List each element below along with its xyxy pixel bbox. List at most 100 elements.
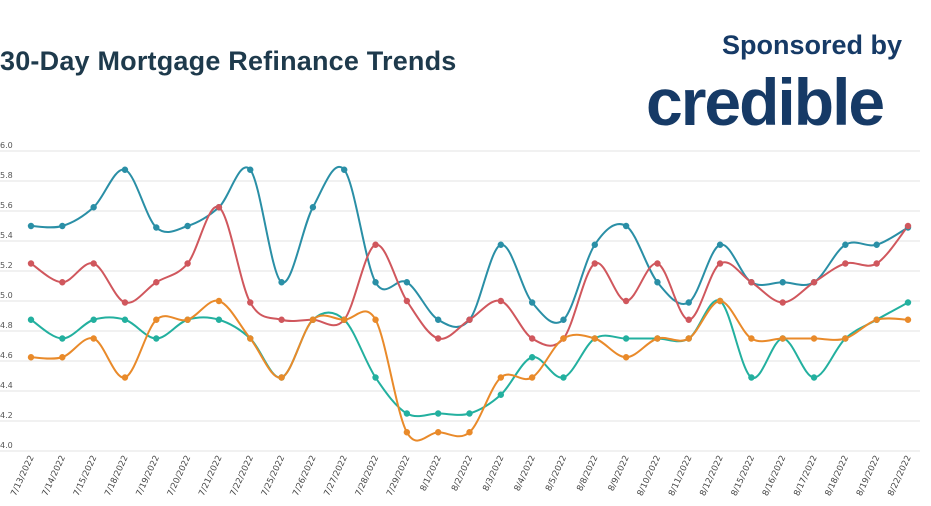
data-point [403, 297, 411, 305]
x-tick-label: 7/27/2022 [322, 454, 349, 498]
x-tick-label: 7/19/2022 [135, 454, 162, 498]
x-tick-label: 7/26/2022 [291, 454, 318, 498]
data-point [341, 316, 348, 323]
data-point [153, 316, 160, 323]
data-point [403, 279, 411, 286]
data-point [372, 316, 379, 323]
data-point [372, 374, 379, 381]
x-tick-label: 8/4/2022 [513, 454, 538, 493]
y-tick-label: 4.8 [0, 321, 13, 330]
x-tick-label: 8/3/2022 [481, 454, 506, 493]
data-point [434, 410, 442, 417]
data-point [842, 335, 849, 342]
data-point [90, 260, 97, 267]
data-point [685, 316, 692, 323]
data-point [716, 241, 724, 248]
data-point [403, 410, 411, 417]
data-point [528, 335, 536, 342]
data-point [622, 354, 630, 361]
x-tick-label: 7/29/2022 [385, 454, 412, 498]
series-line-2 [30, 206, 909, 347]
data-point [309, 204, 317, 211]
gridlines [0, 150, 920, 452]
data-point [59, 335, 66, 342]
x-tick-label: 8/16/2022 [761, 454, 788, 498]
series-points [27, 166, 912, 436]
data-point [779, 279, 786, 286]
data-point [873, 260, 880, 267]
data-point [842, 241, 849, 248]
data-point [748, 335, 755, 342]
sponsor-label: Sponsored by [722, 30, 903, 60]
data-point [685, 335, 692, 342]
x-tick-label: 7/18/2022 [103, 454, 130, 498]
y-tick-label: 5.2 [0, 261, 13, 270]
data-point [904, 222, 912, 230]
y-axis: 6.0 5.8 5.6 5.4 5.2 5.0 4.8 4.6 4.4 4.2 4.0 [0, 141, 13, 450]
data-point [27, 222, 35, 230]
data-point [716, 297, 724, 305]
x-tick-label: 8/9/2022 [607, 454, 632, 493]
data-point [560, 374, 567, 381]
data-point [372, 279, 379, 286]
data-point [434, 335, 442, 342]
data-point [748, 374, 755, 381]
data-point [591, 335, 598, 342]
x-tick-label: 7/21/2022 [197, 454, 224, 498]
data-point [685, 299, 692, 306]
data-point [873, 316, 880, 323]
data-point [278, 316, 285, 323]
data-point [466, 429, 473, 436]
series-line-1 [30, 166, 909, 328]
data-point [121, 374, 129, 381]
data-point [810, 374, 818, 381]
data-point [779, 299, 786, 306]
data-point [247, 166, 254, 173]
data-point [27, 260, 35, 267]
x-tick-label: 7/14/2022 [41, 454, 68, 498]
data-point [153, 224, 160, 231]
data-point [27, 316, 35, 323]
y-tick-label: 6.0 [0, 141, 13, 150]
data-point [904, 316, 912, 323]
data-point [184, 260, 191, 267]
x-tick-label: 7/20/2022 [166, 454, 193, 498]
data-point [341, 166, 348, 173]
data-point [497, 391, 505, 398]
x-tick-label: 8/10/2022 [636, 454, 663, 498]
x-tick-label: 8/12/2022 [698, 454, 725, 498]
data-point [842, 260, 849, 267]
data-point [560, 316, 567, 323]
y-tick-label: 4.0 [0, 441, 13, 450]
y-tick-label: 4.4 [0, 381, 13, 390]
x-axis: 7/13/2022 7/14/2022 7/15/2022 7/18/2022 7/19… [9, 454, 913, 498]
x-tick-label: 8/18/2022 [824, 454, 851, 498]
x-tick-label: 8/15/2022 [730, 454, 757, 498]
data-point [121, 316, 129, 323]
x-tick-label: 7/22/2022 [228, 454, 255, 498]
data-point [434, 316, 442, 323]
data-point [403, 429, 411, 436]
x-tick-label: 8/19/2022 [855, 454, 882, 498]
data-point [434, 429, 442, 436]
sponsor-logo: credible [646, 65, 885, 139]
data-point [716, 260, 724, 267]
data-point [873, 241, 880, 248]
data-point [748, 279, 755, 286]
data-point [591, 260, 598, 267]
data-point [810, 279, 818, 286]
data-point [90, 335, 97, 342]
x-tick-label: 8/22/2022 [886, 454, 913, 498]
x-tick-label: 8/17/2022 [792, 454, 819, 498]
x-tick-label: 8/11/2022 [667, 454, 694, 498]
x-tick-label: 8/8/2022 [575, 454, 600, 493]
data-point [560, 335, 567, 342]
data-point [121, 166, 129, 173]
data-point [654, 279, 661, 286]
data-point [622, 222, 630, 230]
data-point [59, 222, 66, 230]
data-point [810, 335, 818, 342]
data-point [247, 335, 254, 342]
data-point [215, 204, 223, 211]
